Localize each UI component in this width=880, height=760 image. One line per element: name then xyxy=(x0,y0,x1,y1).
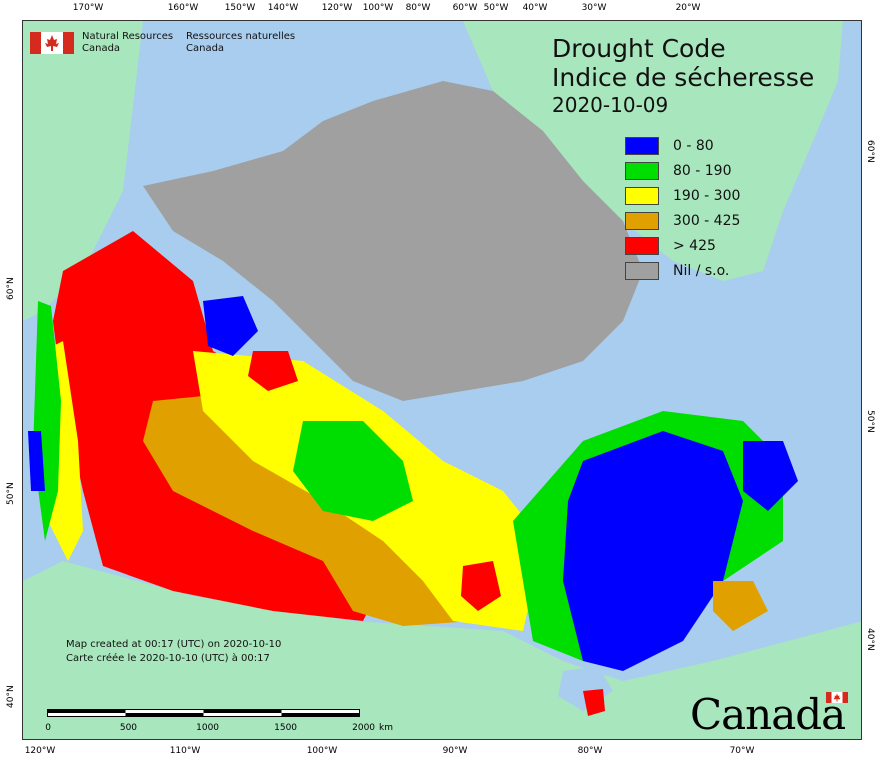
latitude-tick: 60°N xyxy=(865,140,875,163)
scale-labels: 0 500 1000 1500 2000 km xyxy=(45,723,393,735)
legend-item: 0 - 80 xyxy=(625,133,740,158)
zone-green-central xyxy=(293,421,413,521)
scale-tick-label: 500 xyxy=(119,723,138,733)
agency-en-line2: Canada xyxy=(82,43,121,54)
canada-wordmark: Canada xyxy=(690,690,846,739)
zone-red-kivalliq xyxy=(248,351,298,391)
agency-name-en: Natural Resources Canada xyxy=(82,31,173,55)
title-french: Indice de sécheresse xyxy=(552,63,815,92)
legend-swatch xyxy=(625,136,659,155)
longitude-tick: 20°W xyxy=(675,3,701,13)
latitude-tick: 40°N xyxy=(865,628,875,651)
latitude-tick: 50°N xyxy=(6,482,16,505)
longitude-tick: 60°W xyxy=(452,3,478,13)
legend-item: 190 - 300 xyxy=(625,183,740,208)
longitude-tick: 40°W xyxy=(522,3,548,13)
legend-item: > 425 xyxy=(625,233,740,258)
longitude-tick: 70°W xyxy=(729,746,755,756)
created-english: Map created at 00:17 (UTC) on 2020-10-10 xyxy=(66,639,282,650)
agency-name-fr: Ressources naturelles Canada xyxy=(186,31,295,55)
created-french: Carte créée le 2020-10-10 (UTC) à 00:17 xyxy=(66,653,270,664)
longitude-tick: 120°W xyxy=(321,3,353,13)
scale-tick-label: 0 xyxy=(45,723,52,733)
scale-tick-label: 1500 xyxy=(274,723,298,733)
longitude-tick: 90°W xyxy=(442,746,468,756)
latitude-tick: 40°N xyxy=(6,685,16,708)
arctic-islands xyxy=(143,81,643,401)
legend-swatch xyxy=(625,161,659,180)
longitude-tick: 80°W xyxy=(577,746,603,756)
creation-note: Map created at 00:17 (UTC) on 2020-10-10… xyxy=(66,638,281,666)
wordmark-text: Canada xyxy=(690,690,846,739)
legend-swatch xyxy=(625,236,659,255)
united-states xyxy=(23,561,861,739)
zone-red-southern-ontario xyxy=(583,689,605,716)
latitude-tick: 50°N xyxy=(865,410,875,433)
legend-label: > 425 xyxy=(673,237,716,254)
legend-label: Nil / s.o. xyxy=(673,262,730,279)
agency-fr-line1: Ressources naturelles xyxy=(186,31,296,42)
scale-tick-label: 1000 xyxy=(196,723,220,733)
canada-flag-icon xyxy=(30,32,74,54)
map-date: 2020-10-09 xyxy=(552,93,669,117)
agency-fr-line2: Canada xyxy=(186,43,225,54)
legend: 0 - 80 80 - 190 190 - 300 300 - 425 > 425 Nil… xyxy=(625,133,740,283)
longitude-tick: 170°W xyxy=(72,3,104,13)
legend-swatch xyxy=(625,261,659,280)
drought-map xyxy=(22,20,862,740)
legend-item: Nil / s.o. xyxy=(625,258,740,283)
latitude-tick: 60°N xyxy=(6,277,16,300)
longitude-tick: 150°W xyxy=(224,3,256,13)
longitude-tick: 160°W xyxy=(167,3,199,13)
longitude-tick: 110°W xyxy=(169,746,201,756)
zone-red-sask xyxy=(461,561,501,611)
longitude-tick: 30°W xyxy=(581,3,607,13)
wordmark-flag-icon xyxy=(826,692,848,703)
legend-label: 190 - 300 xyxy=(673,187,741,204)
scale-unit: km xyxy=(379,723,393,733)
map-title: Drought Code Indice de sécheresse 2020-1… xyxy=(552,34,814,118)
legend-label: 300 - 425 xyxy=(673,212,741,229)
legend-item: 80 - 190 xyxy=(625,158,740,183)
legend-item: 300 - 425 xyxy=(625,208,740,233)
legend-swatch xyxy=(625,186,659,205)
zone-blue-bc-coast xyxy=(28,431,45,491)
longitude-tick: 100°W xyxy=(306,746,338,756)
zone-blue-keewatin xyxy=(203,296,258,356)
longitude-tick: 50°W xyxy=(483,3,509,13)
title-english: Drought Code xyxy=(552,34,726,63)
alaska xyxy=(23,21,143,321)
legend-label: 0 - 80 xyxy=(673,137,714,154)
scale-bar: 0 500 1000 1500 2000 km xyxy=(45,704,393,735)
legend-swatch xyxy=(625,211,659,230)
zone-blue-labrador xyxy=(743,441,798,511)
longitude-tick: 140°W xyxy=(267,3,299,13)
longitude-tick: 120°W xyxy=(24,746,56,756)
longitude-tick: 80°W xyxy=(405,3,431,13)
agency-en-line1: Natural Resources xyxy=(82,31,174,42)
scale-bar-graphic xyxy=(47,709,360,717)
hudson-bay-water xyxy=(393,401,563,521)
scale-tick-label: 2000 xyxy=(352,723,376,733)
map-canvas xyxy=(23,21,861,739)
longitude-tick: 100°W xyxy=(362,3,394,13)
zone-orange-maritimes xyxy=(713,581,768,631)
zone-blue-quebec xyxy=(563,431,743,671)
legend-label: 80 - 190 xyxy=(673,162,732,179)
